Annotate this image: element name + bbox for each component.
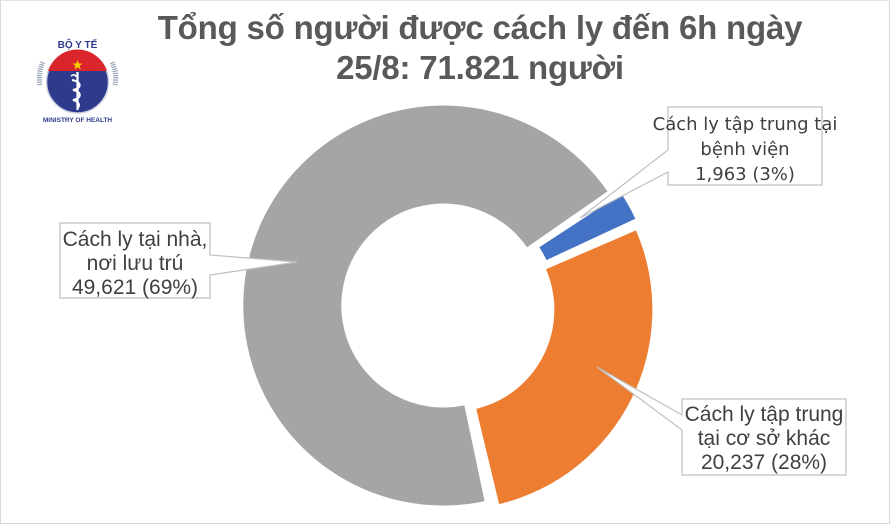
- slice-facility-quarantine[interactable]: [476, 230, 653, 505]
- logo-bottom-text: MINISTRY OF HEALTH: [43, 117, 113, 124]
- callout-home-line2: nơi lưu trú: [87, 252, 184, 275]
- callout-hospital: Cách ly tập trung tại bệnh viện 1,963 (3…: [579, 106, 838, 219]
- slice-home-quarantine[interactable]: [243, 105, 608, 506]
- slice-hospital-quarantine[interactable]: [539, 193, 636, 261]
- ministry-of-health-emblem-icon: [36, 49, 119, 121]
- callout-facility-line2: tại cơ sở khác: [698, 427, 831, 450]
- callout-hospital-line1: Cách ly tập trung tại: [653, 114, 838, 135]
- callout-facility-line1: Cách ly tập trung: [685, 403, 844, 426]
- logo-top-text: BỘ Y TẾ: [58, 38, 98, 51]
- callout-home: Cách ly tại nhà, nơi lưu trú 49,621 (69%…: [59, 222, 298, 299]
- chart-title-line2: 25/8: 71.821 người: [336, 49, 624, 86]
- ministry-of-health-logo: BỘ Y TẾ MINISTRY OF HEALTH: [36, 38, 119, 124]
- callout-hospital-value: 1,963 (3%): [695, 164, 795, 185]
- chart-title: Tổng số người được cách ly đến 6h ngày 2…: [140, 8, 820, 88]
- callout-facility-value: 20,237 (28%): [701, 451, 827, 474]
- callout-facility: Cách ly tập trung tại cơ sở khác 20,237 …: [596, 366, 847, 476]
- callout-home-value: 49,621 (69%): [72, 276, 198, 299]
- callout-hospital-line2: bệnh viện: [700, 139, 789, 160]
- callout-home-line1: Cách ly tại nhà,: [63, 228, 208, 251]
- chart-title-line1: Tổng số người được cách ly đến 6h ngày: [157, 9, 803, 46]
